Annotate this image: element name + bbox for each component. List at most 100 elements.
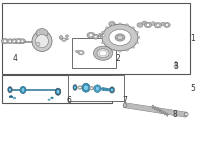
Circle shape: [132, 27, 135, 29]
Bar: [10, 89, 60, 90]
Ellipse shape: [164, 112, 166, 115]
Circle shape: [19, 39, 26, 44]
Circle shape: [174, 65, 178, 68]
Circle shape: [90, 87, 93, 89]
Ellipse shape: [110, 87, 115, 93]
Circle shape: [126, 49, 129, 51]
Ellipse shape: [157, 108, 158, 111]
Circle shape: [92, 34, 99, 39]
Circle shape: [156, 24, 160, 27]
Circle shape: [151, 22, 155, 25]
Circle shape: [165, 24, 169, 26]
FancyBboxPatch shape: [2, 75, 112, 103]
Circle shape: [3, 40, 7, 42]
Text: 4: 4: [13, 54, 17, 63]
Circle shape: [105, 27, 108, 29]
Circle shape: [142, 21, 147, 25]
Circle shape: [106, 88, 110, 91]
Ellipse shape: [123, 103, 127, 108]
Circle shape: [132, 46, 135, 48]
Ellipse shape: [8, 87, 12, 93]
Ellipse shape: [74, 86, 76, 89]
Circle shape: [100, 36, 103, 39]
Ellipse shape: [9, 88, 11, 91]
Circle shape: [109, 21, 115, 26]
FancyBboxPatch shape: [68, 75, 124, 101]
Bar: [4, 41, 15, 42]
Circle shape: [115, 34, 125, 41]
Ellipse shape: [111, 88, 114, 92]
Circle shape: [89, 86, 94, 90]
Circle shape: [93, 46, 113, 60]
Circle shape: [79, 51, 83, 54]
Circle shape: [136, 31, 139, 33]
Ellipse shape: [152, 105, 154, 108]
Ellipse shape: [48, 99, 50, 100]
Text: 8: 8: [173, 110, 177, 119]
Ellipse shape: [154, 106, 156, 110]
Circle shape: [75, 50, 79, 53]
FancyBboxPatch shape: [2, 3, 190, 74]
Ellipse shape: [95, 86, 99, 91]
Ellipse shape: [84, 85, 88, 91]
Circle shape: [11, 39, 18, 44]
Circle shape: [78, 86, 82, 89]
Circle shape: [79, 87, 81, 88]
Ellipse shape: [36, 35, 48, 48]
Circle shape: [101, 87, 105, 90]
Circle shape: [78, 50, 84, 55]
Circle shape: [63, 39, 65, 41]
Text: 6: 6: [67, 96, 71, 105]
Text: 5: 5: [191, 84, 195, 93]
Circle shape: [164, 23, 170, 27]
Circle shape: [146, 24, 150, 26]
Circle shape: [102, 35, 105, 37]
Circle shape: [184, 113, 188, 116]
Circle shape: [113, 25, 119, 28]
Circle shape: [89, 34, 93, 37]
Circle shape: [97, 49, 109, 58]
Ellipse shape: [20, 86, 26, 93]
Ellipse shape: [82, 83, 90, 92]
Circle shape: [65, 35, 69, 37]
Ellipse shape: [175, 61, 177, 65]
Circle shape: [137, 23, 143, 27]
Circle shape: [94, 36, 97, 38]
Circle shape: [105, 46, 108, 48]
Circle shape: [136, 42, 139, 44]
Ellipse shape: [166, 113, 168, 116]
Circle shape: [7, 39, 13, 44]
Circle shape: [87, 32, 95, 38]
Circle shape: [119, 50, 121, 52]
Ellipse shape: [94, 85, 101, 92]
Ellipse shape: [21, 88, 25, 92]
Ellipse shape: [9, 96, 13, 98]
Circle shape: [111, 24, 114, 26]
Ellipse shape: [162, 110, 163, 114]
Ellipse shape: [159, 109, 161, 112]
Circle shape: [119, 23, 121, 25]
Circle shape: [8, 40, 12, 42]
Text: 7: 7: [123, 96, 127, 105]
Ellipse shape: [59, 36, 63, 39]
Circle shape: [36, 29, 48, 37]
Ellipse shape: [51, 97, 53, 99]
Circle shape: [101, 42, 104, 44]
Circle shape: [109, 29, 131, 46]
Circle shape: [144, 22, 152, 28]
Circle shape: [21, 40, 24, 42]
Circle shape: [1, 39, 9, 44]
Circle shape: [102, 24, 138, 51]
Circle shape: [15, 39, 22, 44]
Bar: [15, 41, 34, 42]
Circle shape: [111, 49, 114, 51]
Circle shape: [103, 88, 107, 91]
Ellipse shape: [36, 42, 40, 46]
Ellipse shape: [73, 85, 77, 90]
Circle shape: [62, 38, 66, 41]
Circle shape: [99, 51, 107, 56]
Ellipse shape: [184, 112, 188, 117]
Circle shape: [126, 24, 129, 26]
Circle shape: [66, 38, 68, 40]
Ellipse shape: [99, 33, 101, 37]
